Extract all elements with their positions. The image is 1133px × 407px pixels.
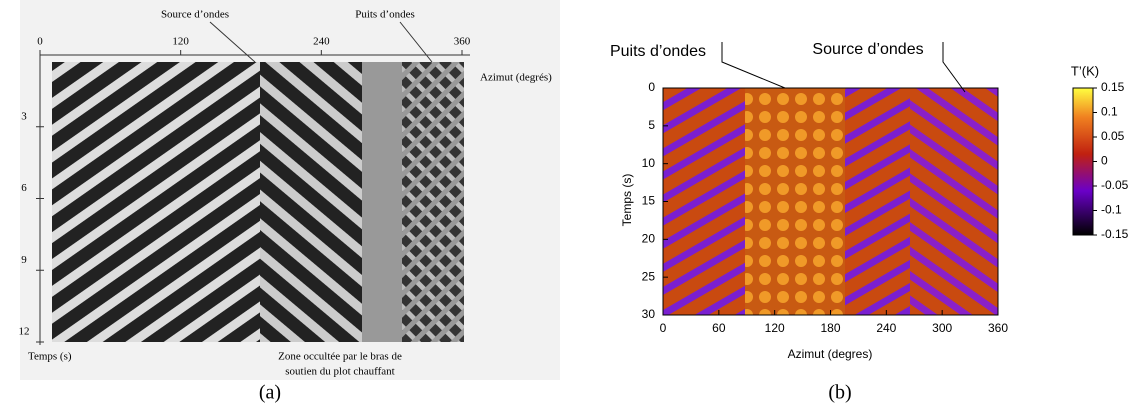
blobs bbox=[745, 88, 845, 315]
annotation: Source d’ondes bbox=[161, 9, 229, 21]
x-tick-label: 0 bbox=[660, 321, 667, 335]
annotation: Puits d’ondes bbox=[610, 43, 706, 60]
colorbar-tick-label: 0.15 bbox=[1101, 80, 1125, 94]
crosshatch bbox=[402, 62, 464, 342]
occluded-zone bbox=[362, 62, 402, 342]
y-tick-label: 25 bbox=[642, 269, 656, 283]
colorbar-tick-label: -0.15 bbox=[1101, 227, 1129, 241]
colorbar bbox=[1072, 87, 1094, 236]
y-tick-label: 15 bbox=[642, 194, 656, 208]
x-tick-label: 60 bbox=[712, 321, 726, 335]
x-axis-label: Azimut (degres) bbox=[788, 347, 873, 361]
x-tick-label: 120 bbox=[172, 36, 189, 48]
y-tick-label: 6 bbox=[21, 182, 27, 194]
pointer bbox=[721, 42, 786, 89]
note: Zone occultée par le bras de bbox=[278, 351, 402, 363]
colorbar-tick-label: -0.1 bbox=[1101, 203, 1122, 217]
pointer bbox=[942, 42, 966, 93]
y-tick-label: 30 bbox=[642, 307, 656, 321]
caption: (b) bbox=[828, 382, 851, 404]
colorbar-tick-label: -0.05 bbox=[1101, 178, 1129, 192]
x-tick-label: 360 bbox=[988, 321, 1008, 335]
colorbar-tick-label: 0.1 bbox=[1101, 105, 1118, 119]
x-tick-label: 360 bbox=[454, 36, 471, 48]
x-tick-label: 120 bbox=[765, 321, 785, 335]
caption: (a) bbox=[259, 382, 281, 404]
x-tick-label: 300 bbox=[932, 321, 952, 335]
x-tick-label: 180 bbox=[820, 321, 840, 335]
annotation: Source d’ondes bbox=[812, 41, 923, 58]
x-tick-label: 240 bbox=[876, 321, 896, 335]
y-tick-label: 3 bbox=[21, 110, 27, 122]
stripes bbox=[663, 88, 745, 315]
colorbar-tick-label: 0 bbox=[1101, 154, 1108, 168]
colorbar-tick-label: 0.05 bbox=[1101, 129, 1125, 143]
y-tick-label: 12 bbox=[19, 326, 30, 338]
stripes bbox=[845, 88, 910, 315]
x-tick-label: 0 bbox=[37, 36, 43, 48]
colorbar-label: T’(K) bbox=[1071, 63, 1099, 78]
x-axis-label: Azimut (degrés) bbox=[480, 72, 552, 84]
note: soutien du plot chauffant bbox=[285, 366, 394, 378]
y-tick-label: 9 bbox=[21, 254, 27, 266]
y-axis-label: Temps (s) bbox=[620, 174, 634, 227]
stripes bbox=[52, 62, 260, 342]
stripes bbox=[910, 88, 998, 315]
stripes bbox=[260, 62, 362, 342]
annotation: Puits d’ondes bbox=[355, 9, 415, 21]
y-tick-label: 5 bbox=[648, 118, 655, 132]
y-tick-label: 0 bbox=[648, 80, 655, 94]
pointer bbox=[399, 21, 433, 63]
x-tick-label: 240 bbox=[313, 36, 330, 48]
y-axis-label: Temps (s) bbox=[28, 351, 72, 363]
y-tick-label: 20 bbox=[642, 232, 656, 246]
pointer bbox=[209, 21, 256, 63]
y-tick-label: 10 bbox=[642, 156, 656, 170]
